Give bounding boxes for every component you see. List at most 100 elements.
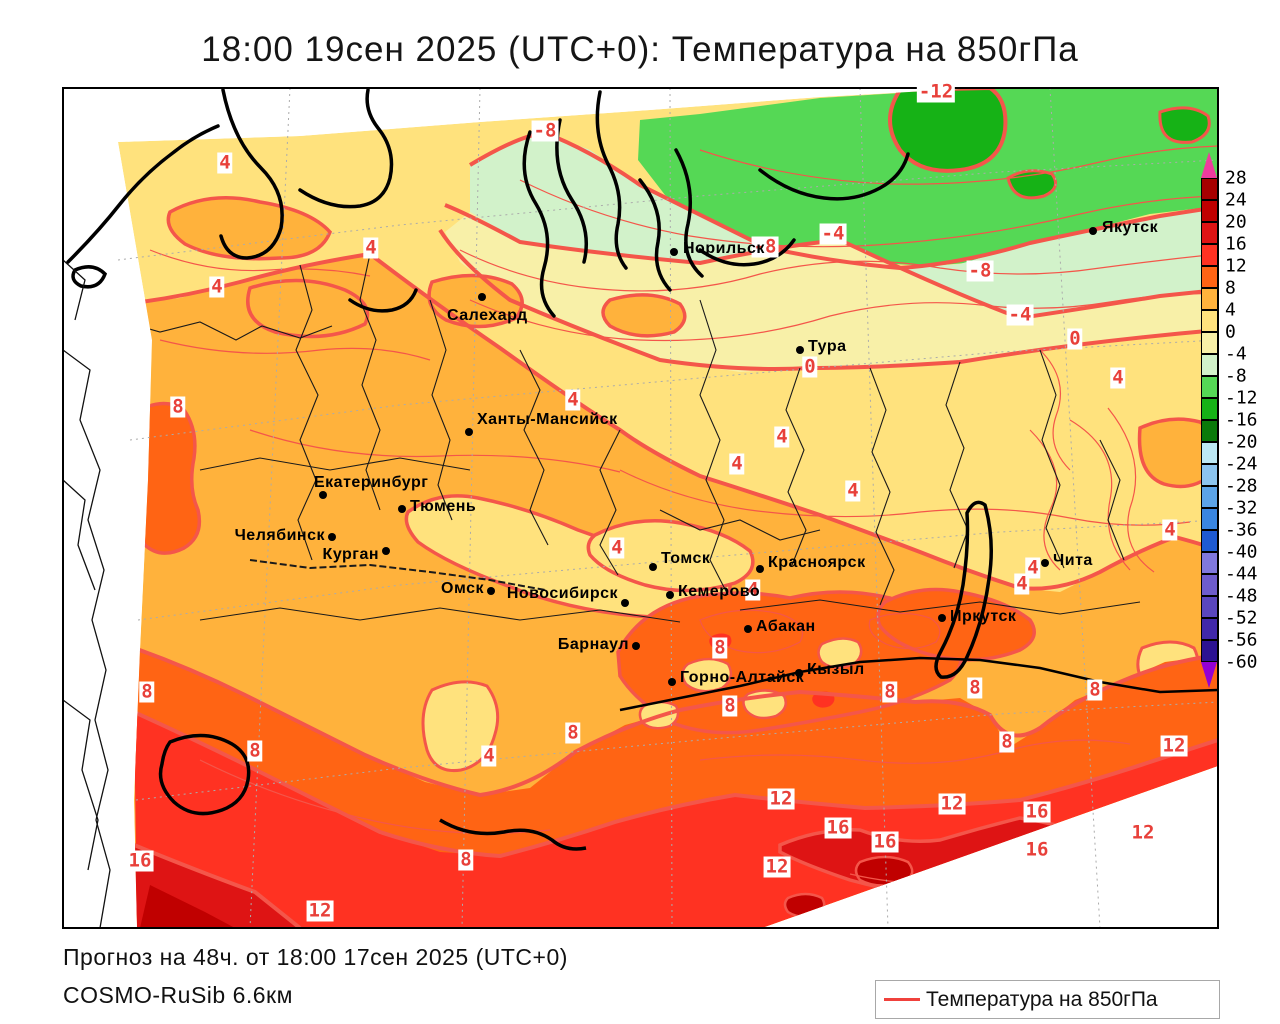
coastlines [66,88,910,318]
city-marker [744,625,752,633]
colorbar-tick-label: -24 [1225,453,1258,475]
contour-label: 4 [363,236,379,259]
contour-label: 12 [1160,734,1188,757]
colorbar-tick-label: -20 [1225,431,1258,453]
colorbar-band [1201,596,1218,618]
city-marker [796,346,804,354]
legend-line-sample [884,998,920,1001]
city-label: Курган [322,546,379,563]
colorbar-band [1201,244,1218,266]
legend-label: Температура на 850гПа [926,988,1158,1011]
colorbar-tick-label: -16 [1225,409,1258,431]
colorbar-band [1201,332,1218,354]
colorbar-band [1201,200,1218,222]
colorbar-tick-label: -44 [1225,563,1258,585]
colorbar-tick-label: 16 [1225,233,1247,255]
contour-label: 4 [1025,556,1041,579]
contour-label: 8 [139,680,155,703]
contour-label: 4 [217,151,233,174]
contour-label: 8 [247,739,263,762]
city-marker [938,614,946,622]
city-marker [328,533,336,541]
city-marker [756,565,764,573]
contour-label: 4 [1110,366,1126,389]
colorbar-band [1201,552,1218,574]
map-frame [62,87,1219,929]
city-label: Новосибирск [506,585,618,602]
contour-label: -4 [819,222,847,245]
colorbar-band [1201,266,1218,288]
colorbar-tick-label: -48 [1225,585,1258,607]
colorbar-band [1201,376,1218,398]
contour-label: 16 [1023,800,1051,823]
contour-label: 4 [1014,572,1030,595]
colorbar-tick-label: -60 [1225,651,1258,673]
contour-label: -12 [916,80,956,103]
colorbar-tick-label: 0 [1225,321,1236,343]
city-marker [398,505,406,513]
city-marker [649,563,657,571]
city-label: Омск [441,580,484,597]
forecast-info: Прогноз на 48ч. от 18:00 17сен 2025 (UTC… [63,944,568,970]
city-label: Абакан [756,618,816,635]
city-marker [465,428,473,436]
contour-label: 16 [824,816,852,839]
admin-borders [118,253,1141,623]
contour-label: 12 [763,855,791,878]
city-label: Томск [661,550,711,567]
colorbar-tick-label: -36 [1225,519,1258,541]
city-label: Тюмень [410,498,477,515]
city-label: Тура [808,338,847,355]
city-label: Чита [1053,552,1093,569]
contour-label: 16 [871,830,899,853]
contour-label: 0 [1067,327,1083,350]
outside-domain-borders [63,259,111,928]
contour-label: 4 [729,452,745,475]
contour-label: 0 [802,355,818,378]
colorbar-band [1201,310,1218,332]
contour-label: 4 [565,388,581,411]
contour-label: 8 [170,395,186,418]
city-marker [795,669,803,677]
colorbar-tick-label: 28 [1225,167,1247,189]
contour-label: 8 [1087,678,1103,701]
contour-label: 8 [565,721,581,744]
contour-label: 4 [609,536,625,559]
colorbar-tick-label: 4 [1225,299,1236,321]
colorbar-band [1201,530,1218,552]
colorbar-band [1201,508,1218,530]
contour-label: 4 [745,578,761,601]
country-borders [158,656,1218,851]
contour-label: 12 [938,792,966,815]
contour-label: -8 [531,119,559,142]
contour-label: 8 [458,848,474,871]
model-info: COSMO-RuSib 6.6км [63,982,293,1008]
colorbar-band [1201,398,1218,420]
city-label: Красноярск [768,554,866,571]
city-marker [478,293,486,301]
colorbar-tick-label: -8 [1225,365,1247,387]
contour-label: 16 [126,849,154,872]
colorbar-tick-label: -56 [1225,629,1258,651]
city-label: Иркутск [950,608,1017,625]
colorbar-under-triangle [1201,662,1217,688]
city-marker [319,491,327,499]
contour-label: 8 [882,680,898,703]
city-marker [1041,559,1049,567]
city-marker [670,248,678,256]
colorbar-over-triangle [1201,152,1217,178]
contour-label: 8 [722,694,738,717]
colorbar-band [1201,222,1218,244]
colorbar-band [1201,354,1218,376]
contour-label: 8 [712,636,728,659]
city-label: Норильск [683,240,765,257]
contour-label: 4 [774,425,790,448]
city-label: Екатеринбург [314,474,429,491]
colorbar-band [1201,486,1218,508]
colorbar-tick-label: -4 [1225,343,1247,365]
colorbar-band [1201,178,1218,200]
contour-label: 8 [967,676,983,699]
contour-label: 16 [1023,838,1051,861]
city-marker [487,587,495,595]
